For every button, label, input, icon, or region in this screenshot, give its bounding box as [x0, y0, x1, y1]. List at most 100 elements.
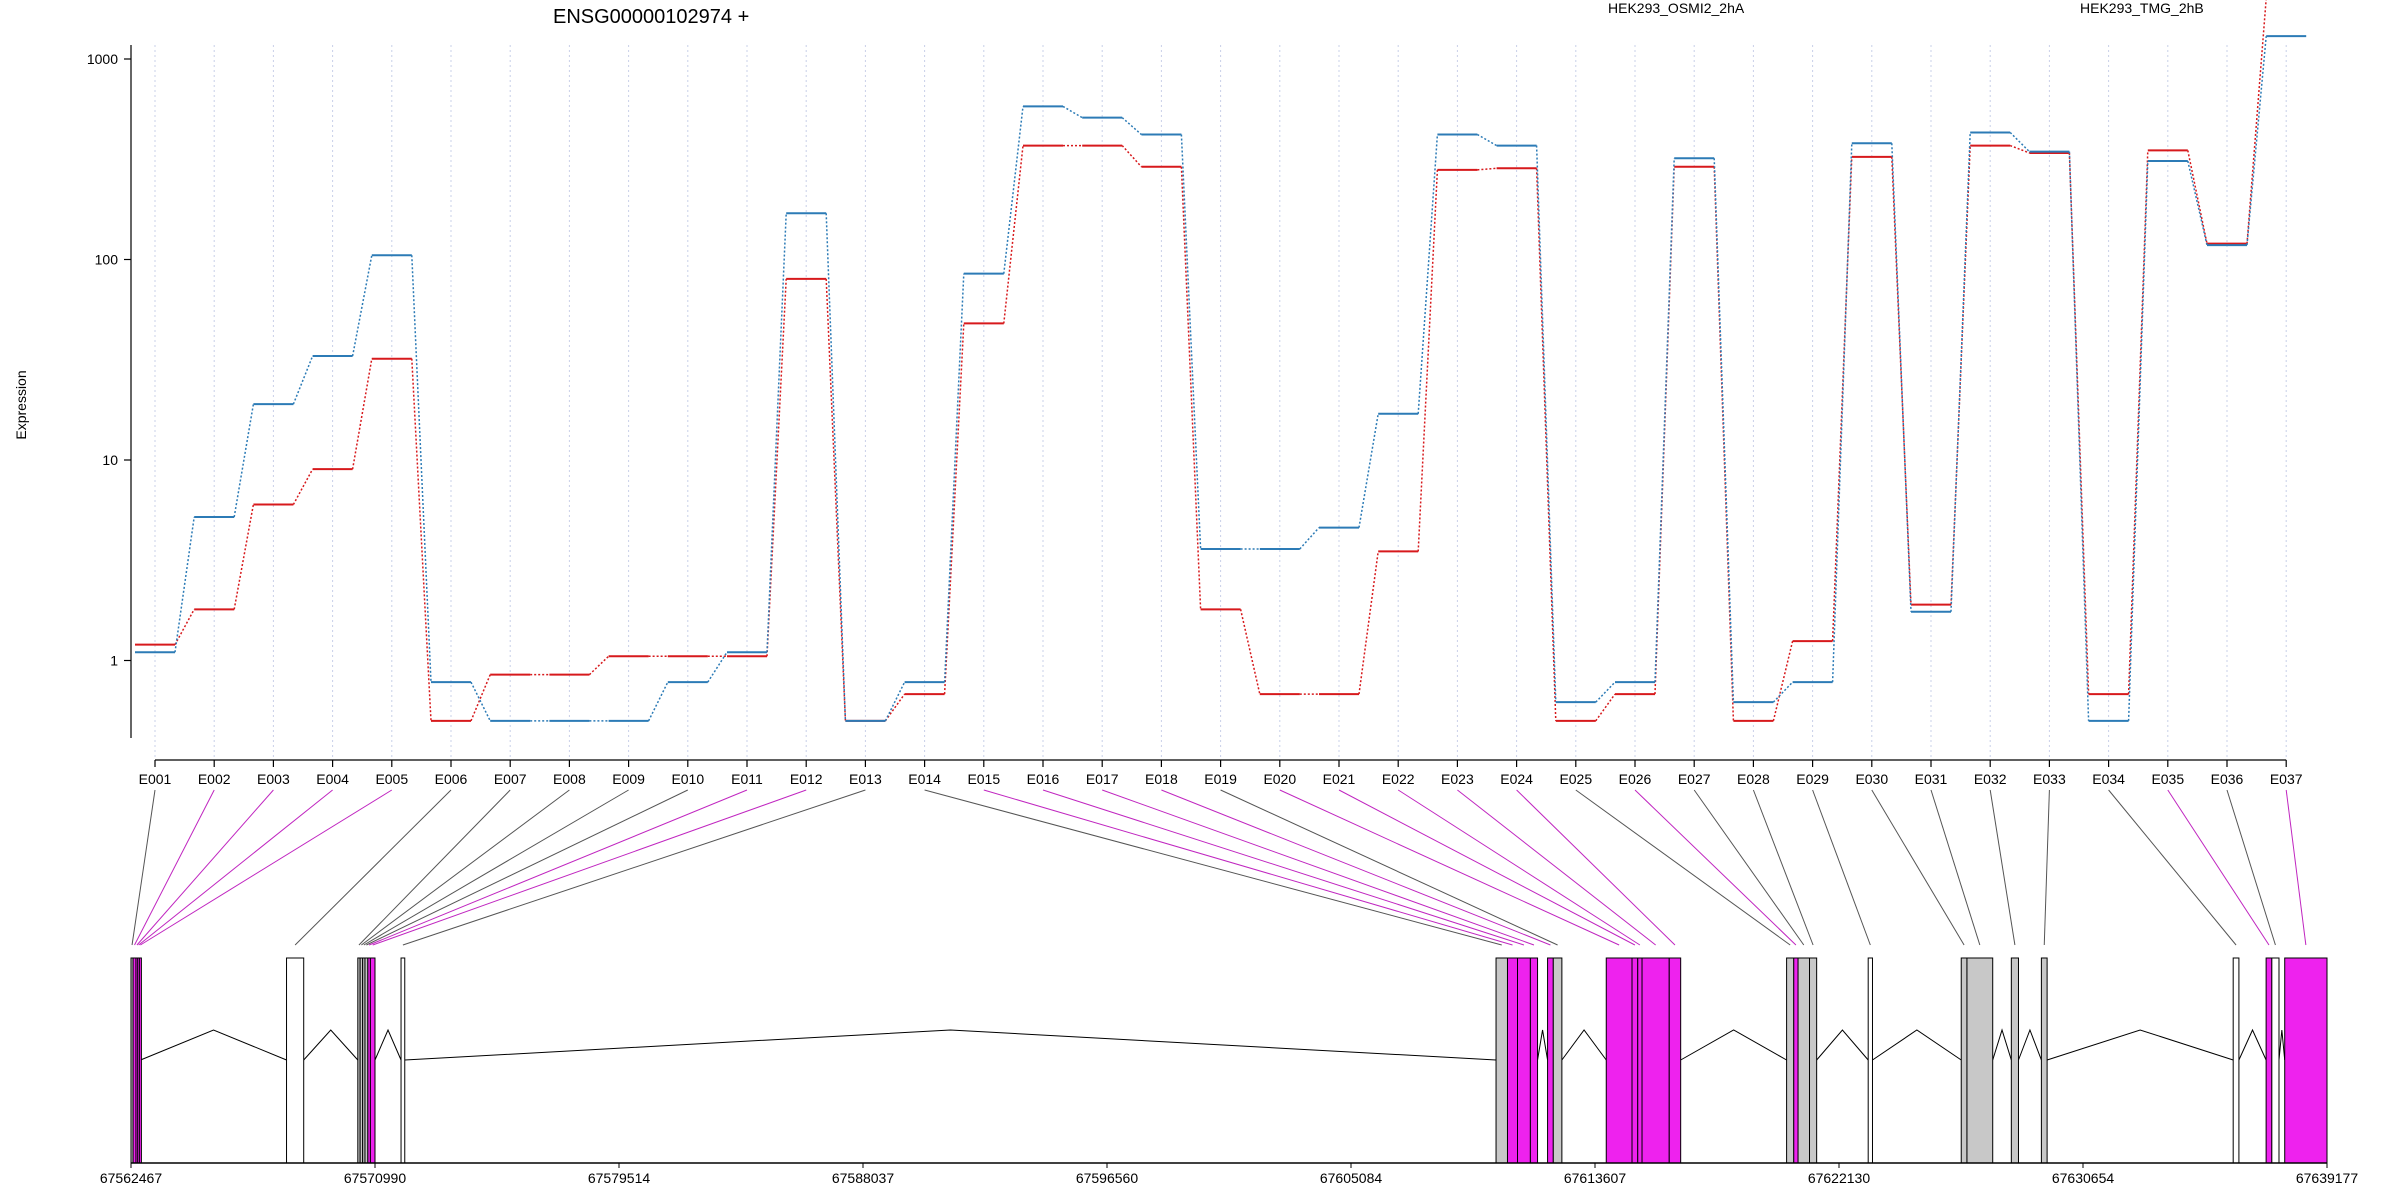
series-1-connector-E018: [1180, 166, 1202, 610]
series-1-connector-E023: [1477, 167, 1497, 171]
series-2-connector-E032: [2009, 131, 2030, 153]
exon-box-E027: [1797, 957, 1811, 1164]
exon-box-E013: [400, 957, 406, 1164]
mapping-line-E015: [983, 789, 1513, 946]
series-1-connector-E024: [1535, 168, 1557, 721]
exon-box-E035: [2265, 957, 2273, 1164]
mapping-line-E030: [1871, 789, 1965, 946]
series-1-connector-E035: [2187, 150, 2208, 244]
series-2-connector-E006: [470, 681, 491, 722]
y-axis-label: Expression: [13, 370, 29, 439]
series-2-connector-E020: [1299, 527, 1320, 550]
intron-8: [1816, 1029, 1869, 1061]
x-tick-label-E013: E013: [849, 771, 882, 787]
exon-box-E025: [1786, 957, 1795, 1164]
coord-tick-label-67605084: 67605084: [1320, 1170, 1383, 1186]
x-tick-label-E028: E028: [1737, 771, 1770, 787]
series-2-connector-E014: [943, 273, 965, 683]
series-2-connector-E018: [1180, 134, 1202, 549]
x-tick-label-E037: E037: [2270, 771, 2303, 787]
exon-box-E036: [2271, 957, 2280, 1164]
mapping-line-E033: [2043, 789, 2050, 946]
x-tick-label-E020: E020: [1263, 771, 1296, 787]
x-tick-label-E019: E019: [1204, 771, 1237, 787]
mapping-line-E009: [363, 789, 629, 946]
y-tick-label-10: 10: [102, 452, 118, 468]
coord-tick-label-67639177: 67639177: [2296, 1170, 2359, 1186]
coord-tick-label-67622130: 67622130: [1808, 1170, 1871, 1186]
mapping-line-E036: [2226, 789, 2276, 946]
x-tick-label-E022: E022: [1382, 771, 1415, 787]
series-2-connector-E035: [2187, 160, 2208, 246]
coord-tick-label-67579514: 67579514: [588, 1170, 651, 1186]
exon-structure-map: [130, 957, 2328, 1164]
coord-tick-label-67630654: 67630654: [2052, 1170, 2115, 1186]
series-2-connector-E023: [1477, 133, 1497, 147]
series-2-connector-E010: [707, 651, 728, 683]
series-2-connector-E015: [1003, 106, 1024, 274]
series-2-connector-E016: [1062, 105, 1083, 119]
x-tick-label-E033: E033: [2033, 771, 2066, 787]
series-1-connector-E008: [588, 655, 610, 676]
mapping-line-E034: [2108, 789, 2237, 946]
legend-entry-series-2: HEK293_TMG_2hB: [2080, 0, 2204, 16]
exon-mapping-lines: [131, 789, 2307, 946]
series-1-connector-E004: [351, 358, 373, 470]
series-2-connector-E024: [1535, 145, 1557, 703]
mapping-line-E037: [2285, 789, 2307, 946]
exon-box-E032: [2010, 957, 2019, 1164]
mapping-line-E011: [368, 789, 748, 946]
mapping-line-E021: [1338, 789, 1636, 946]
exon-box-E020: [1605, 957, 1633, 1164]
x-tick-label-E031: E031: [1915, 771, 1948, 787]
x-tick-label-E035: E035: [2151, 771, 2184, 787]
y-tick-label-100: 100: [95, 252, 119, 268]
intron-6: [1561, 1029, 1607, 1061]
legend-entry-series-1: HEK293_OSMI2_2hA: [1608, 0, 1745, 16]
x-tick-label-E018: E018: [1145, 771, 1178, 787]
y-tick-label-1000: 1000: [87, 51, 118, 67]
x-tick-label-E029: E029: [1796, 771, 1829, 787]
mapping-line-E008: [361, 789, 570, 946]
series-1-connector-E006: [470, 674, 491, 722]
x-tick-label-E032: E032: [1974, 771, 2007, 787]
x-tick-label-E001: E001: [139, 771, 172, 787]
series-2-connector-E017: [1121, 117, 1142, 136]
exon-box-E029: [1867, 957, 1873, 1164]
exon-box-E018: [1547, 957, 1554, 1164]
x-tick-label-E016: E016: [1027, 771, 1060, 787]
series-2-connector-E033: [2068, 151, 2090, 721]
mapping-line-E004: [138, 789, 333, 946]
series-1-connector-E019: [1239, 609, 1261, 695]
exon-box-E014: [1495, 957, 1508, 1164]
mapping-line-E019: [1220, 789, 1558, 946]
mapping-line-E006: [294, 789, 452, 946]
coord-tick-label-67588037: 67588037: [832, 1170, 895, 1186]
series-2-connector-E036: [2246, 36, 2267, 246]
series-1-connector-E025: [1595, 693, 1616, 722]
coord-tick-label-67570990: 67570990: [344, 1170, 407, 1186]
x-tick-label-E021: E021: [1323, 771, 1356, 787]
x-tick-label-E015: E015: [967, 771, 1000, 787]
exon-box-E021: [1631, 957, 1639, 1164]
series-1-connector-E028: [1772, 640, 1794, 722]
coord-tick-label-67596560: 67596560: [1076, 1170, 1139, 1186]
series-lines: [135, 0, 2307, 722]
series-2-connector-E026: [1654, 158, 1675, 683]
x-tick-label-E008: E008: [553, 771, 586, 787]
series-1-connector-E012: [825, 278, 847, 721]
mapping-line-E005: [140, 789, 393, 946]
mapping-line-E012: [372, 789, 807, 946]
series-2-connector-E013: [884, 681, 906, 722]
mapping-line-E027: [1693, 789, 1805, 946]
axes: 1 10 100 1000 E001 E002 E003 E004 E005 E006 E007 E0…: [87, 45, 2303, 787]
series-2-connector-E001: [174, 516, 195, 653]
x-tick-label-E014: E014: [908, 771, 941, 787]
x-tick-label-E024: E024: [1500, 771, 1533, 787]
series-1-connector-E017: [1121, 145, 1142, 168]
x-tick-label-E002: E002: [198, 771, 231, 787]
exon-box-E022: [1637, 957, 1643, 1164]
series-1-connector-E014: [943, 323, 965, 695]
series-2: [135, 35, 2307, 722]
genomic-coordinate-axis: 67562467 67570990 67579514 67588037 67596560…: [100, 1162, 2359, 1186]
